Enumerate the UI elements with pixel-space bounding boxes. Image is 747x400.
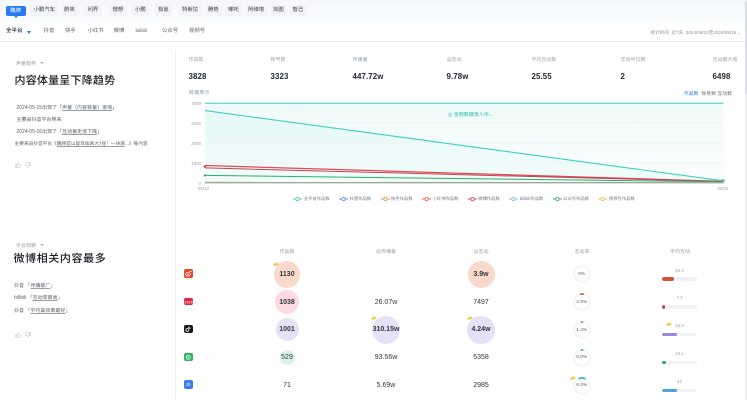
svg-text:小红书: 小红书 (184, 299, 194, 304)
svg-text:zh: zh (186, 382, 191, 387)
